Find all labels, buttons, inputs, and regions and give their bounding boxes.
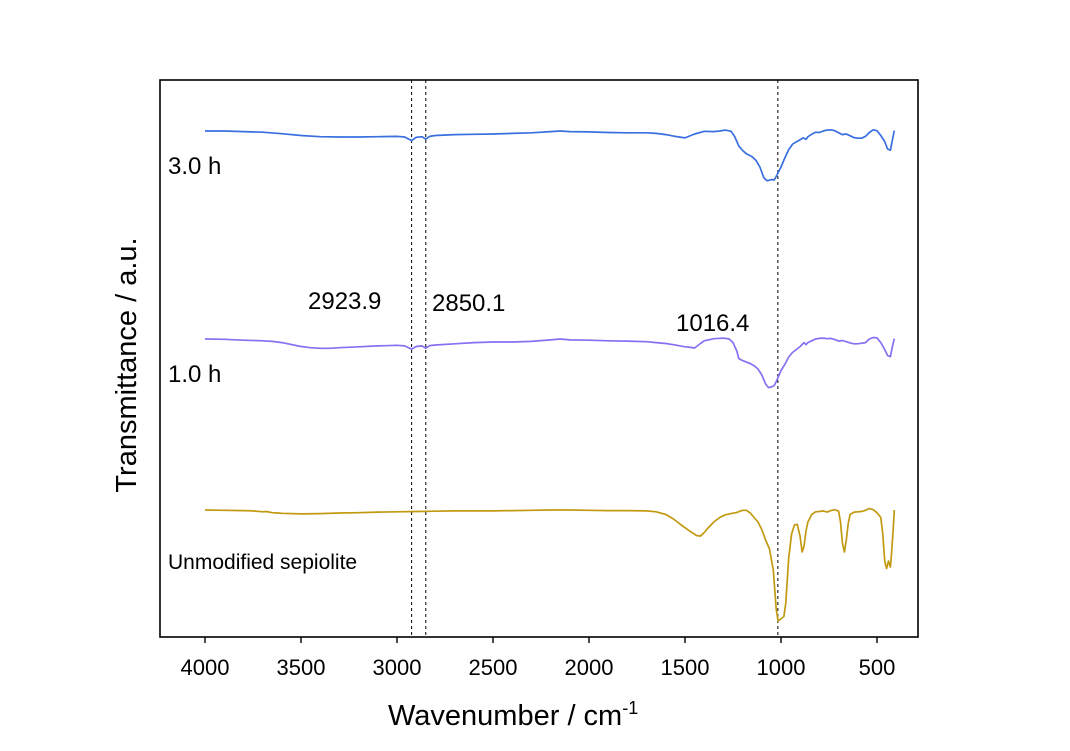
series-lines bbox=[204, 128, 896, 622]
x-tick-label-6: 1000 bbox=[757, 655, 806, 680]
x-tick-label-7: 500 bbox=[859, 655, 896, 680]
x-tick-label-4: 2000 bbox=[565, 655, 614, 680]
x-tick-label-1: 3500 bbox=[277, 655, 326, 680]
reference-lines bbox=[411, 80, 779, 637]
reference-label-2923: 2923.9 bbox=[308, 288, 381, 315]
reference-label-1016: 1016.4 bbox=[676, 310, 749, 337]
series-line-2 bbox=[204, 507, 896, 622]
reference-label-2850: 2850.1 bbox=[432, 290, 505, 317]
series-label-1h: 1.0 h bbox=[168, 361, 221, 388]
series-label-unmodified: Unmodified sepiolite bbox=[168, 551, 357, 574]
x-tick-label-5: 1500 bbox=[661, 655, 710, 680]
plot-frame bbox=[159, 79, 919, 638]
x-axis-ticks: 4000 3500 3000 2500 2000 1500 1000 500 bbox=[181, 637, 896, 680]
x-tick-label-0: 4000 bbox=[181, 655, 230, 680]
y-axis-label: Transmittance / a.u. bbox=[111, 237, 143, 492]
x-tick-label-3: 2500 bbox=[469, 655, 518, 680]
series-line-0 bbox=[205, 128, 896, 182]
x-tick-label-2: 3000 bbox=[373, 655, 422, 680]
series-line-1 bbox=[204, 336, 896, 389]
x-axis-label: Wavenumber / cm-1 bbox=[388, 698, 638, 732]
series-label-3h: 3.0 h bbox=[168, 153, 221, 180]
